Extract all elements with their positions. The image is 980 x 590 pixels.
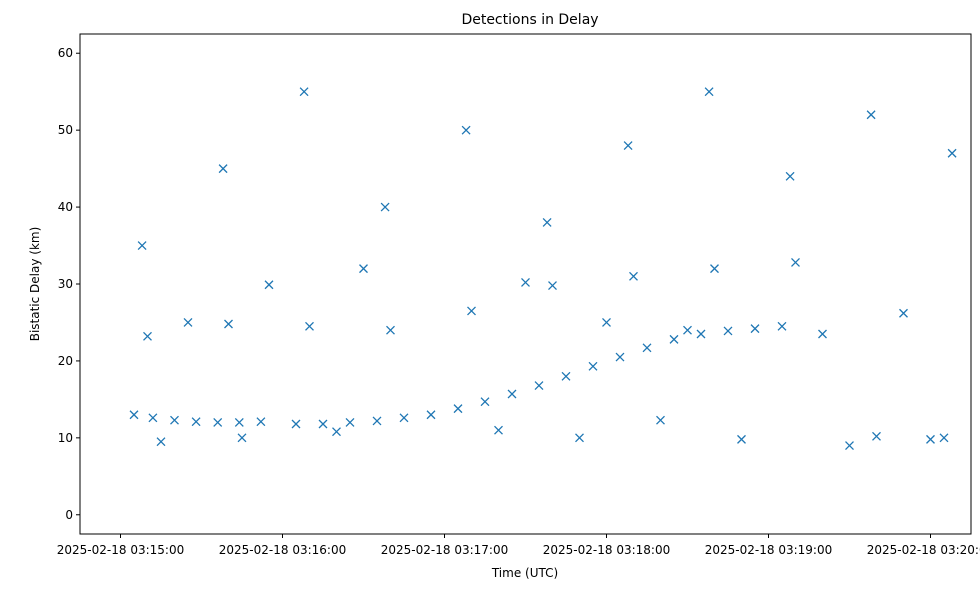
- data-point: [723, 326, 733, 336]
- data-point: [218, 164, 228, 174]
- data-point: [818, 329, 827, 339]
- data-point: [234, 418, 244, 427]
- y-tick-label: 20: [58, 354, 73, 368]
- x-axis-label: Time (UTC): [491, 566, 558, 580]
- data-point: [467, 306, 476, 316]
- data-point: [507, 389, 517, 399]
- x-tick-label: 2025-02-18 03:18:00: [543, 543, 670, 557]
- data-point: [866, 110, 876, 120]
- data-point: [359, 264, 368, 274]
- data-point: [656, 415, 665, 425]
- plot-frame: [79, 33, 972, 535]
- data-point: [170, 415, 179, 425]
- data-point: [386, 325, 395, 335]
- data-point: [872, 431, 881, 441]
- data-point: [561, 371, 571, 381]
- y-tick-label: 0: [65, 508, 73, 522]
- data-point: [305, 321, 314, 331]
- data-point: [183, 318, 193, 327]
- data-point: [642, 343, 652, 353]
- x-tick-label: 2025-02-18 03:15:00: [57, 543, 184, 557]
- y-tick-label: 10: [58, 431, 73, 445]
- data-point: [129, 410, 139, 420]
- data-point: [137, 241, 147, 250]
- data-point: [156, 437, 166, 447]
- x-tick-label: 2025-02-18 03:17:00: [381, 543, 508, 557]
- data-point: [213, 418, 223, 427]
- data-point: [299, 87, 309, 97]
- data-point: [480, 397, 490, 407]
- y-axis-ticks: 0 10 20 30 40 50 60: [58, 46, 80, 522]
- data-point: [926, 434, 935, 444]
- data-point: [899, 308, 908, 318]
- data-point: [750, 324, 760, 334]
- data-point: [426, 410, 436, 420]
- data-point: [372, 416, 382, 426]
- data-point: [947, 148, 957, 158]
- data-point: [669, 334, 679, 344]
- data-point: [737, 434, 746, 444]
- y-tick-label: 40: [58, 200, 73, 214]
- data-point: [453, 404, 463, 414]
- data-point: [683, 325, 692, 335]
- data-point: [602, 318, 611, 327]
- x-tick-label: 2025-02-18 03:20:00: [867, 543, 980, 557]
- data-point: [696, 329, 706, 339]
- data-point: [461, 125, 471, 135]
- data-point: [399, 413, 409, 423]
- data-point: [629, 271, 638, 281]
- y-tick-label: 50: [58, 123, 73, 137]
- data-point: [318, 419, 328, 429]
- data-point: [845, 441, 854, 450]
- x-tick-label: 2025-02-18 03:16:00: [219, 543, 346, 557]
- data-point: [380, 202, 390, 212]
- data-point: [264, 280, 274, 290]
- y-tick-label: 60: [58, 46, 73, 60]
- data-point: [615, 352, 625, 362]
- data-point: [237, 433, 247, 443]
- data-point: [521, 278, 530, 287]
- data-point: [791, 258, 800, 267]
- data-point: [777, 321, 787, 331]
- data-point: [224, 319, 233, 329]
- data-point: [548, 281, 557, 290]
- x-axis-ticks: 2025-02-18 03:15:00 2025-02-18 03:16:00 20…: [57, 534, 980, 557]
- data-point: [623, 141, 633, 150]
- data-point: [332, 427, 341, 437]
- data-point: [494, 425, 503, 435]
- data-point: [588, 361, 598, 371]
- y-axis-label: Bistatic Delay (km): [28, 227, 42, 342]
- data-point: [575, 433, 584, 443]
- data-point: [704, 87, 714, 97]
- data-point: [291, 419, 301, 429]
- data-point: [542, 218, 552, 227]
- data-point: [148, 413, 158, 423]
- chart-title: Detections in Delay: [461, 12, 598, 28]
- data-points: [129, 87, 957, 450]
- x-tick-label: 2025-02-18 03:19:00: [705, 543, 832, 557]
- data-point: [256, 417, 266, 427]
- data-point: [143, 331, 152, 341]
- data-point: [785, 171, 795, 181]
- data-point: [939, 433, 949, 443]
- data-point: [534, 381, 544, 390]
- data-point: [345, 418, 355, 427]
- data-point: [191, 417, 201, 427]
- y-tick-label: 30: [58, 277, 73, 291]
- data-point: [710, 264, 719, 274]
